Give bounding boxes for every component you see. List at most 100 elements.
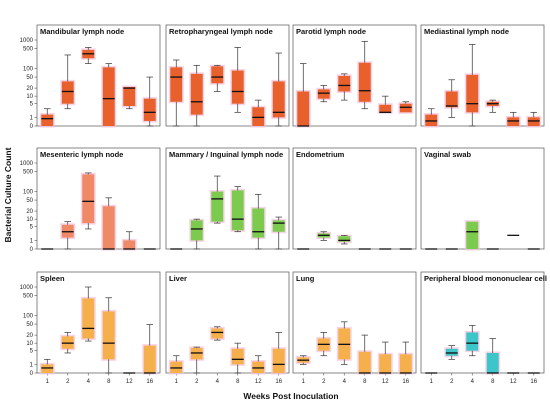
box-iqr (211, 66, 224, 84)
x-tick-label: 16 (146, 379, 153, 385)
panel-0: Mandibular lymph node 0 1 5 10 20 50 100 500 1000 (20, 24, 161, 130)
box-2 (189, 346, 205, 374)
box-iqr (338, 75, 351, 92)
x-axis-label: Weeks Post Inoculation (243, 391, 338, 401)
box-iqr (211, 191, 224, 222)
box-iqr (82, 298, 95, 339)
box-8 (485, 99, 501, 113)
x-tick-label: 4 (471, 379, 475, 385)
box-1 (168, 355, 184, 375)
box-iqr (272, 81, 285, 118)
y-axis-label: Bacterial Culture Count (3, 147, 13, 242)
box-2 (60, 221, 76, 250)
box-1 (39, 108, 55, 128)
box-2 (444, 79, 460, 118)
x-tick-label: 8 (491, 379, 495, 385)
panels: Mandibular lymph node0151020501005001000… (20, 24, 547, 385)
box-iqr (272, 348, 285, 373)
panel-title: Parotid lymph node (296, 27, 366, 36)
y-tick-label: 500 (23, 170, 34, 176)
y-tick-label: 50 (26, 322, 33, 328)
box-iqr (252, 208, 265, 238)
y-tick-label: 50 (26, 75, 33, 81)
y-tick-label: 1 (30, 238, 34, 244)
box-iqr (143, 98, 156, 121)
box-2 (316, 332, 332, 357)
y-tick-label: 5 (30, 102, 34, 108)
box-4 (336, 321, 352, 365)
box-2 (316, 231, 332, 241)
box-iqr (445, 91, 458, 108)
box-iqr (170, 67, 183, 102)
y-tick-label: 10 (26, 94, 33, 100)
panel-frame (36, 147, 161, 250)
y-tick-label: 100 (23, 314, 34, 320)
box-iqr (102, 67, 115, 126)
box-1 (39, 358, 55, 375)
panel-title: Mesenteric lymph node (40, 150, 123, 159)
x-tick-label: 2 (322, 379, 326, 385)
x-tick-label: 4 (87, 379, 91, 385)
y-tick-label: 0 (30, 371, 34, 377)
y-tick-label: 500 (23, 47, 34, 53)
box-iqr (425, 114, 438, 126)
box-iqr (123, 86, 136, 106)
box-2 (189, 218, 205, 250)
box-16 (271, 52, 287, 127)
box-12 (250, 355, 266, 375)
x-tick-label: 16 (402, 379, 409, 385)
box-4 (336, 234, 352, 245)
box-16 (271, 216, 287, 250)
box-16 (271, 332, 287, 375)
panel-title: Mammary / Inguinal lymph node (169, 150, 283, 159)
box-12 (505, 111, 521, 128)
box-iqr (190, 220, 203, 241)
box-12 (250, 193, 266, 250)
box-iqr (61, 81, 74, 104)
box-iqr (190, 347, 203, 360)
panel-7: Vaginal swab (420, 147, 545, 251)
y-tick-label: 5 (30, 349, 34, 355)
box-8 (230, 47, 246, 113)
panel-title: Lung (296, 274, 315, 283)
y-tick-label: 500 (23, 294, 34, 300)
y-tick-label: 20 (26, 209, 33, 215)
x-tick-label: 8 (236, 379, 240, 385)
y-tick-label: 20 (26, 86, 33, 92)
box-iqr (507, 117, 520, 126)
box-1 (295, 63, 311, 128)
x-tick-label: 2 (450, 379, 454, 385)
box-4 (80, 172, 96, 230)
box-iqr (82, 174, 95, 224)
box-iqr (231, 190, 244, 231)
y-tick-label: 1 (30, 362, 34, 368)
box-iqr (466, 74, 479, 113)
box-iqr (143, 345, 156, 373)
box-2 (316, 85, 332, 103)
y-tick-label: 20 (26, 333, 33, 339)
panel-title: Mandibular lymph node (40, 27, 124, 36)
box-4 (209, 64, 225, 92)
box-4 (464, 220, 480, 251)
x-tick-label: 8 (363, 379, 367, 385)
panel-1: Retropharyngeal lymph node (165, 24, 290, 128)
panel-title: Spleen (40, 274, 65, 283)
panel-title: Retropharyngeal lymph node (169, 27, 273, 36)
y-tick-label: 1 (30, 115, 34, 121)
box-4 (80, 47, 96, 64)
box-iqr (379, 104, 392, 113)
box-iqr (379, 354, 392, 373)
box-iqr (102, 206, 115, 249)
box-iqr (445, 348, 458, 356)
box-iqr (41, 364, 54, 373)
panel-title: Mediastinal lymph node (424, 27, 509, 36)
y-tick-label: 50 (26, 198, 33, 204)
panel-frame (420, 24, 545, 127)
box-8 (101, 63, 117, 128)
box-4 (464, 324, 480, 357)
